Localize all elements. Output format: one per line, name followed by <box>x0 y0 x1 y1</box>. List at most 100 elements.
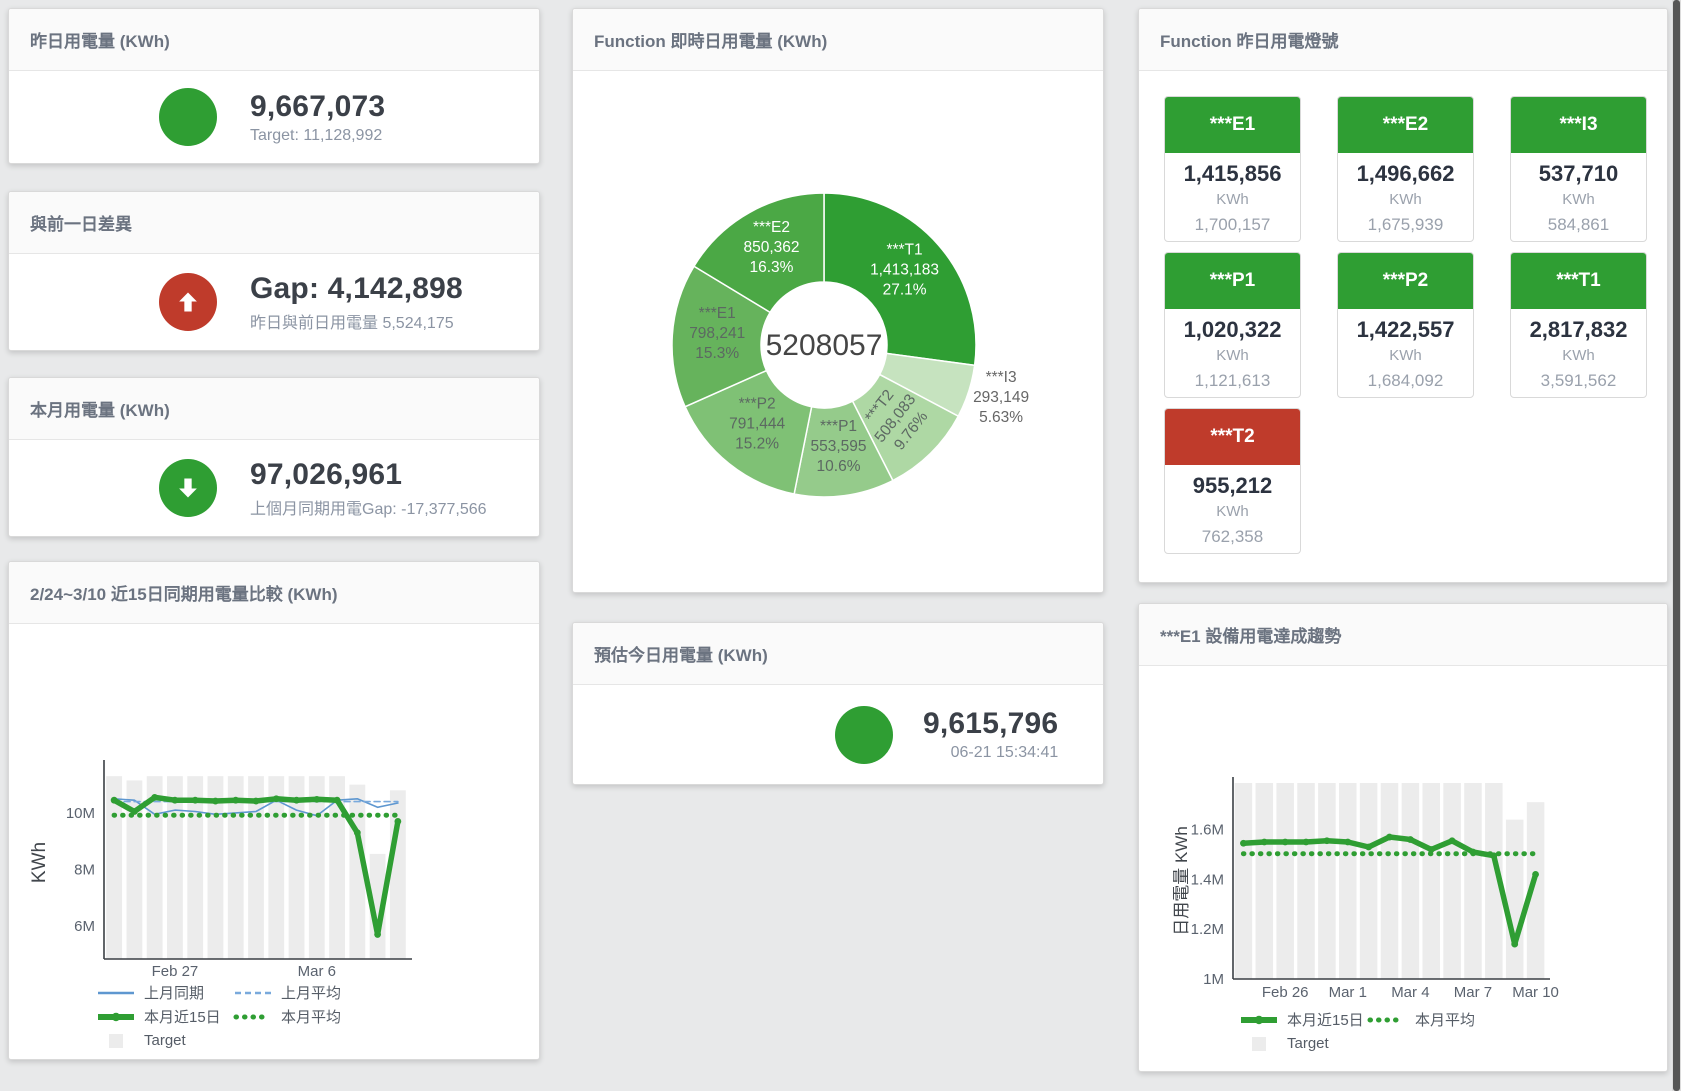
panel-title-lights[interactable]: Function 昨日用電燈號 <box>1139 9 1667 71</box>
series-line-上月同期[interactable] <box>113 798 399 817</box>
data-point[interactable] <box>1406 836 1414 843</box>
data-point[interactable] <box>333 796 341 804</box>
data-point[interactable] <box>353 829 361 837</box>
target-bar[interactable] <box>1318 783 1336 979</box>
donut-slice-E2[interactable] <box>692 192 825 314</box>
page-scrollbar[interactable] <box>1672 0 1681 1091</box>
data-point[interactable] <box>1344 838 1352 846</box>
donut-slice-P2[interactable] <box>684 369 813 495</box>
data-point[interactable] <box>212 797 219 805</box>
month-sub: 上個月同期用電Gap: -17,377,566 <box>250 500 487 518</box>
target-bar[interactable] <box>1234 783 1253 979</box>
target-bar[interactable] <box>329 776 345 959</box>
legend-item-上月平均[interactable]: 上月平均 <box>233 981 370 1004</box>
donut-label-P2: ***P2 791,444 15.2% <box>729 396 785 453</box>
target-bar[interactable] <box>1464 783 1482 979</box>
data-point[interactable] <box>151 793 159 801</box>
x-tick-label: Mar 6 <box>298 963 336 980</box>
donut-slice-T1[interactable] <box>823 192 977 367</box>
donut-slice-E1[interactable] <box>671 265 772 408</box>
y-tick-label: 1.4M <box>1191 871 1224 888</box>
panel-title-day-gap[interactable]: 與前一日差異 <box>9 192 539 254</box>
x-tick-label: Feb 27 <box>152 963 199 980</box>
legend-line-sample <box>1367 1017 1407 1022</box>
data-point[interactable] <box>1532 871 1539 878</box>
legend-item-上月同期[interactable]: 上月同期 <box>96 981 233 1004</box>
data-point[interactable] <box>1260 838 1268 846</box>
panel-title-compare[interactable]: 2/24~3/10 近15日同期用電量比較 (KWh) <box>9 562 539 624</box>
legend-item-本月平均[interactable]: 本月平均 <box>1367 1008 1495 1031</box>
y-tick-label: 1.6M <box>1191 822 1224 839</box>
realtime-donut-chart[interactable]: ***T1 1,413,183 27.1%***I3 293,149 5.63%***T… <box>573 71 1105 594</box>
target-bar[interactable] <box>288 776 305 959</box>
target-bar[interactable] <box>1422 783 1440 979</box>
target-bar[interactable] <box>1255 783 1274 979</box>
data-point[interactable] <box>1511 940 1519 948</box>
target-bar[interactable] <box>1276 783 1294 979</box>
tile-target: 1,121,613 <box>1194 371 1271 390</box>
target-bar[interactable] <box>146 776 163 959</box>
legend-item-本月近15日[interactable]: 本月近15日 <box>96 1005 233 1028</box>
tile-unit: KWh <box>1562 347 1595 364</box>
target-bar[interactable] <box>126 780 143 959</box>
panel-title-estimate[interactable]: 預估今日用電量 (KWh) <box>573 623 1103 685</box>
data-point[interactable] <box>1427 846 1435 853</box>
data-point[interactable] <box>293 796 300 804</box>
data-point[interactable] <box>191 796 199 804</box>
legend-item-Target[interactable]: Target <box>1239 1032 1367 1055</box>
data-point[interactable] <box>1240 839 1247 847</box>
target-bar[interactable] <box>207 776 224 959</box>
data-point[interactable] <box>1302 838 1310 846</box>
data-point[interactable] <box>171 796 179 804</box>
target-bar[interactable] <box>268 776 285 959</box>
y-tick-label: 10M <box>66 805 95 822</box>
target-bar[interactable] <box>1526 802 1545 979</box>
target-bar[interactable] <box>227 776 244 959</box>
data-point[interactable] <box>313 795 321 803</box>
panel-title-realtime[interactable]: Function 即時日用電量 (KWh) <box>573 9 1103 71</box>
panel-title-trend[interactable]: ***E1 設備用電達成趨勢 <box>1139 604 1667 666</box>
target-bar[interactable] <box>1401 783 1420 979</box>
data-point[interactable] <box>1323 837 1331 845</box>
data-point[interactable] <box>232 796 240 804</box>
target-bar[interactable] <box>106 776 123 959</box>
lights-grid: ***E1 1,415,856 KWh 1,700,157 ***E2 1,496,662… <box>1164 96 1647 554</box>
legend-item-本月近15日[interactable]: 本月近15日 <box>1239 1008 1367 1031</box>
light-tile-P1: ***P1 1,020,322 KWh 1,121,613 <box>1164 252 1301 398</box>
target-bar[interactable] <box>1443 783 1461 979</box>
target-bar[interactable] <box>187 776 204 959</box>
compare-line-chart[interactable]: 6M 8M 10M Feb 27 Mar 6 KWh <box>9 624 541 980</box>
tile-target: 1,700,157 <box>1194 215 1271 234</box>
panel-title-month[interactable]: 本月用電量 (KWh) <box>9 378 539 440</box>
data-point[interactable] <box>110 796 118 804</box>
donut-label-T1: ***T1 1,413,183 27.1% <box>870 242 939 299</box>
data-point[interactable] <box>1386 833 1393 841</box>
target-bar[interactable] <box>1297 783 1315 979</box>
x-tick-label: Mar 7 <box>1454 984 1492 1001</box>
panel-title-yesterday[interactable]: 昨日用電量 (KWh) <box>9 9 539 71</box>
data-point[interactable] <box>394 817 402 825</box>
data-point[interactable] <box>252 797 260 805</box>
target-bar[interactable] <box>1339 783 1357 979</box>
target-bar[interactable] <box>1359 783 1378 979</box>
data-point[interactable] <box>272 795 280 803</box>
legend-item-Target[interactable]: Target <box>96 1029 233 1052</box>
data-point[interactable] <box>1448 837 1456 845</box>
target-bar[interactable] <box>308 776 325 959</box>
light-tile-T2: ***T2 955,212 KWh 762,358 <box>1164 408 1301 554</box>
target-bar[interactable] <box>248 776 264 959</box>
target-bar[interactable] <box>369 853 386 959</box>
panel-title-text: 預估今日用電量 (KWh) <box>594 646 768 665</box>
target-bar[interactable] <box>1505 819 1524 979</box>
legend-item-本月平均[interactable]: 本月平均 <box>233 1005 370 1028</box>
data-point[interactable] <box>1281 838 1289 846</box>
target-bar[interactable] <box>1380 783 1399 979</box>
light-tile-I3: ***I3 537,710 KWh 584,861 <box>1510 96 1647 242</box>
status-circle-red <box>159 273 217 331</box>
data-point[interactable] <box>1365 843 1373 851</box>
scrollbar-thumb[interactable] <box>1673 0 1680 1091</box>
data-point[interactable] <box>374 931 381 938</box>
target-bar[interactable] <box>167 776 183 959</box>
trend-line-chart[interactable]: 1M 1.2M 1.4M 1.6M Feb 26 Mar 1 Mar 4 Mar 7 Mar 1… <box>1139 666 1669 1006</box>
target-bar[interactable] <box>1485 783 1503 979</box>
